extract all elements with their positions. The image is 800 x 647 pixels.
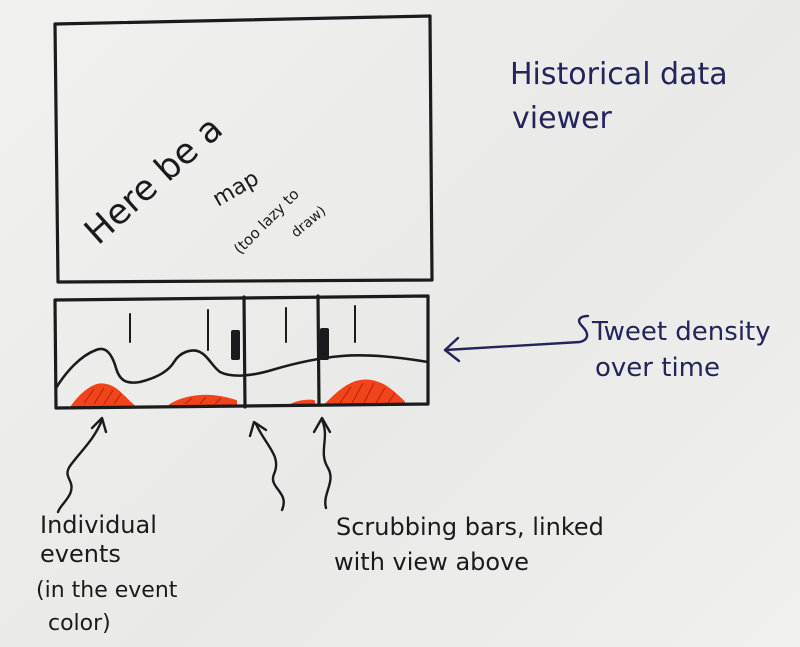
density-label-1: Tweet density <box>591 317 771 347</box>
density-arrow <box>443 314 590 352</box>
arrow-head-icon <box>90 416 108 434</box>
title-line-2: viewer <box>512 101 613 136</box>
map-panel-sub-text-3: draw) <box>288 203 329 241</box>
events-label-1: Individual <box>40 511 157 539</box>
map-panel: Here be a map (too lazy to draw) <box>53 14 434 284</box>
timeline-frame <box>53 294 430 410</box>
title: Historical data viewer <box>510 57 728 136</box>
arrow-head-icon <box>312 416 332 434</box>
timeline-panel <box>53 294 430 410</box>
time-ticks <box>129 305 356 351</box>
title-line-1: Historical data <box>510 57 728 92</box>
density-label-2: over time <box>595 353 720 383</box>
events-annotation: Individual events (in the event color) <box>36 416 178 636</box>
density-annotation: Tweet density over time <box>443 314 771 383</box>
scrubbing-label-2: with view above <box>334 548 529 576</box>
events-label-3: (in the event <box>36 578 178 603</box>
scrubbing-annotation: Scrubbing bars, linked with view above <box>248 416 604 576</box>
scrubbing-arrow-left <box>254 422 285 512</box>
arrow-head-icon <box>443 336 461 363</box>
scrubbing-bar-handle[interactable] <box>320 328 329 360</box>
event-shape <box>291 399 315 405</box>
scrubbing-bar[interactable] <box>316 294 329 407</box>
event-shape <box>71 383 135 407</box>
scrubbing-label-1: Scrubbing bars, linked <box>336 513 604 541</box>
scrubbing-arrow-right <box>320 418 332 510</box>
events-arrow <box>56 418 104 514</box>
scrubbing-bar-handle[interactable] <box>231 330 240 360</box>
events-label-2: events <box>40 540 121 568</box>
arrow-head-icon <box>248 420 268 438</box>
map-panel-frame <box>53 14 434 284</box>
event-shape-hatching <box>83 382 396 405</box>
map-panel-sub-text-1: map <box>209 166 264 212</box>
event-shape <box>325 379 405 405</box>
map-panel-main-text: Here be a <box>77 109 230 253</box>
events-label-4: color) <box>48 611 111 636</box>
scrubbing-bar[interactable] <box>231 295 247 409</box>
